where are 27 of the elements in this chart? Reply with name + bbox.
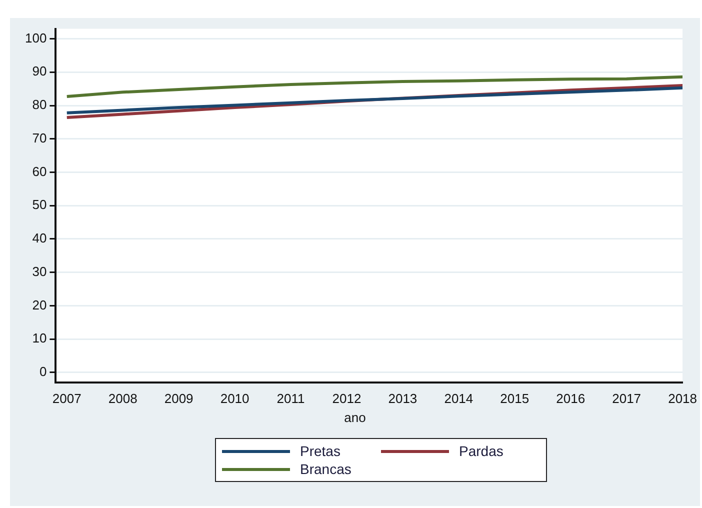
y-tick-label: 10 [32, 330, 47, 346]
x-tick-label: 2016 [556, 390, 586, 406]
y-tick-label: 50 [32, 197, 47, 212]
legend-label: Pretas [300, 443, 340, 459]
x-tick-label: 2014 [444, 390, 474, 406]
y-tick-label: 80 [32, 97, 47, 112]
y-tick-label: 70 [32, 130, 47, 146]
x-tick-label: 2011 [276, 390, 305, 406]
x-axis-title: ano [343, 410, 367, 425]
x-tick-label: 2018 [668, 390, 697, 406]
x-tick-label: 2013 [388, 390, 418, 406]
legend-label: Pardas [459, 443, 504, 459]
y-tick-label: 40 [32, 230, 47, 246]
x-tick-label: 2009 [164, 390, 194, 406]
legend-label: Brancas [300, 461, 352, 477]
y-tick-label: 30 [32, 264, 47, 279]
y-tick-label: 20 [32, 297, 47, 312]
y-tick-label: 0 [39, 364, 47, 379]
y-tick-label: 100 [24, 30, 47, 46]
x-tick-label: 2017 [612, 390, 642, 406]
x-tick-label: 2010 [220, 390, 250, 406]
y-tick-label: 90 [32, 64, 47, 79]
x-tick-label: 2007 [52, 390, 82, 406]
x-tick-label: 2015 [500, 390, 530, 406]
x-tick-label: 2008 [108, 390, 138, 406]
y-tick-label: 60 [32, 164, 47, 179]
x-tick-label: 2012 [332, 390, 362, 406]
